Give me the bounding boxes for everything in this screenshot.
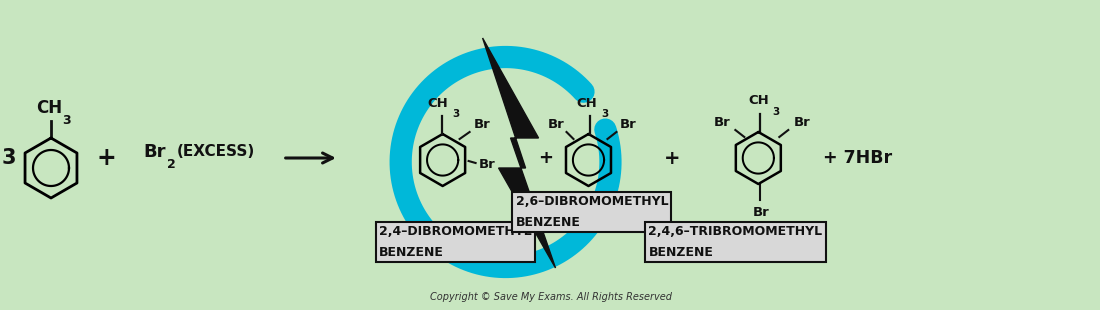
Text: Br: Br bbox=[474, 117, 491, 131]
Text: Br: Br bbox=[548, 117, 565, 131]
Text: 3: 3 bbox=[63, 113, 72, 126]
Text: Br: Br bbox=[143, 143, 165, 161]
Text: CH: CH bbox=[576, 96, 597, 109]
Text: 2,6–DIBROMOMETHYL
BENZENE: 2,6–DIBROMOMETHYL BENZENE bbox=[516, 195, 668, 229]
Text: CH: CH bbox=[36, 99, 62, 117]
Text: +: + bbox=[538, 149, 553, 167]
Text: Copyright © Save My Exams. All Rights Reserved: Copyright © Save My Exams. All Rights Re… bbox=[429, 292, 671, 302]
Text: Br: Br bbox=[752, 206, 770, 219]
Text: +: + bbox=[664, 148, 681, 167]
Text: Br: Br bbox=[794, 116, 811, 129]
Text: Br: Br bbox=[620, 117, 637, 131]
Text: + 7HBr: + 7HBr bbox=[823, 149, 892, 167]
Text: 3: 3 bbox=[452, 109, 459, 119]
Text: 3: 3 bbox=[772, 107, 780, 117]
Text: 2: 2 bbox=[166, 157, 175, 170]
Text: Br: Br bbox=[480, 158, 496, 171]
Text: (EXCESS): (EXCESS) bbox=[177, 144, 255, 160]
Text: +: + bbox=[96, 146, 115, 170]
Text: 3: 3 bbox=[2, 148, 16, 168]
Text: CH: CH bbox=[748, 95, 769, 108]
Text: 2,4,6–TRIBROMOMETHYL
BENZENE: 2,4,6–TRIBROMOMETHYL BENZENE bbox=[648, 225, 823, 259]
Text: 3: 3 bbox=[601, 109, 608, 119]
Text: 2,4–DIBROMOMETHYL
BENZENE: 2,4–DIBROMOMETHYL BENZENE bbox=[378, 225, 531, 259]
Text: Br: Br bbox=[714, 116, 730, 129]
Polygon shape bbox=[483, 38, 556, 268]
Text: CH: CH bbox=[427, 96, 448, 109]
